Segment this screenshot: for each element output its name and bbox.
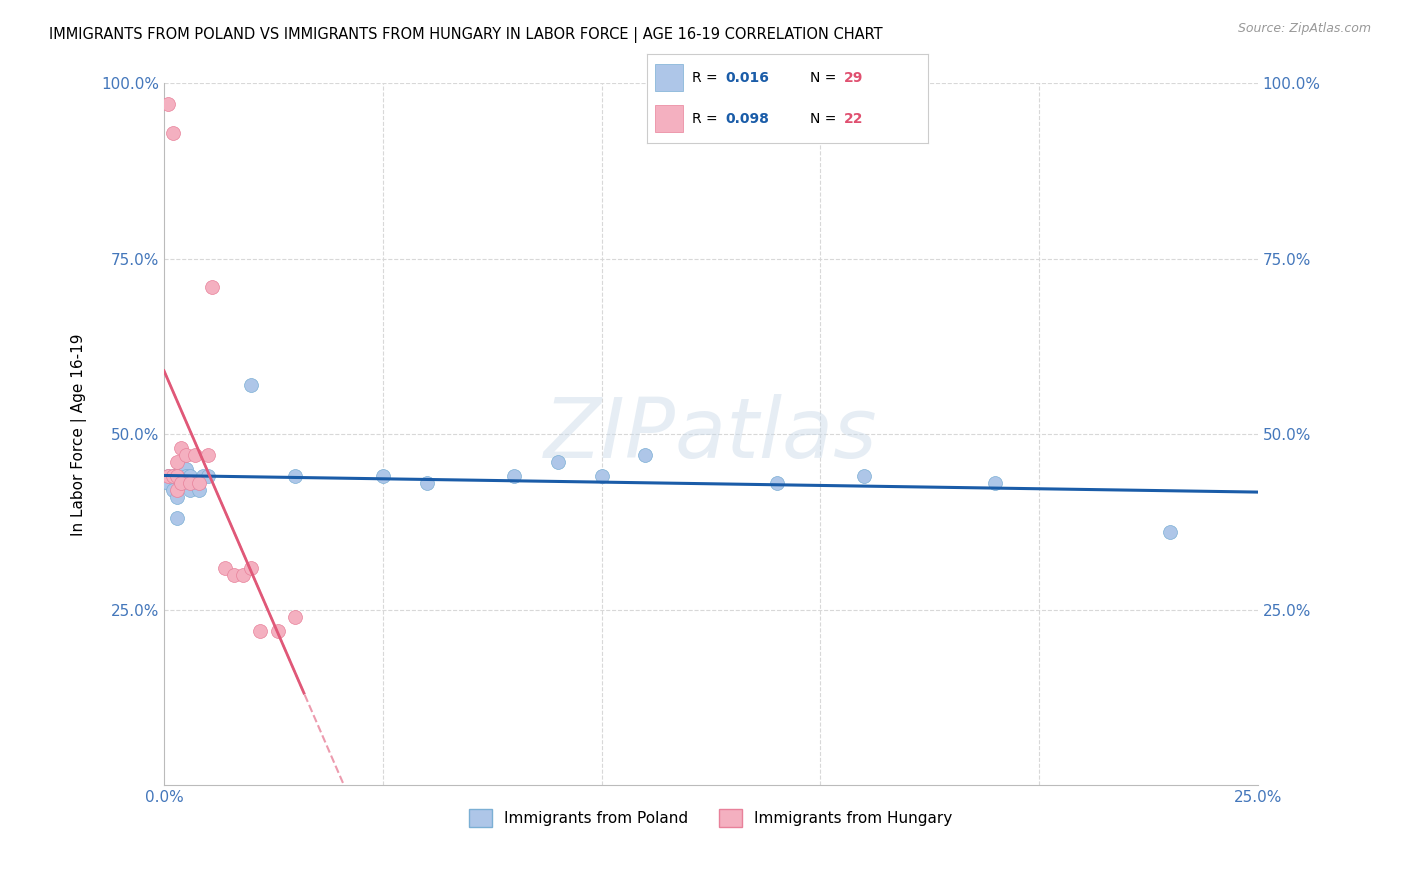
Point: [765, 476, 787, 491]
Point: [371, 469, 394, 483]
Point: [853, 469, 876, 483]
Point: [170, 442, 193, 456]
Point: [415, 476, 437, 491]
Point: [197, 448, 219, 462]
Point: [201, 280, 224, 294]
Point: [174, 448, 197, 462]
Point: [188, 476, 211, 491]
Point: [284, 609, 307, 624]
Point: [166, 483, 188, 498]
Point: [183, 476, 205, 491]
Point: [170, 462, 193, 476]
Point: [179, 483, 201, 498]
Point: [240, 378, 263, 392]
Point: [179, 469, 201, 483]
Point: [179, 476, 201, 491]
Text: R =: R =: [692, 112, 721, 126]
Point: [1159, 525, 1181, 540]
Point: [503, 469, 526, 483]
Text: N =: N =: [810, 70, 841, 85]
Text: 0.016: 0.016: [725, 70, 769, 85]
Point: [166, 469, 188, 483]
Point: [174, 462, 197, 476]
Text: 22: 22: [844, 112, 863, 126]
Text: 29: 29: [844, 70, 863, 85]
Point: [170, 476, 193, 491]
Text: R =: R =: [692, 70, 721, 85]
Point: [157, 97, 180, 112]
Point: [284, 469, 307, 483]
Point: [157, 469, 180, 483]
Point: [166, 491, 188, 505]
Point: [232, 567, 254, 582]
Point: [166, 455, 188, 469]
Bar: [655, 105, 683, 132]
Point: [634, 448, 657, 462]
Point: [162, 469, 184, 483]
Point: [222, 567, 245, 582]
Point: [162, 126, 184, 140]
Point: [193, 469, 215, 483]
Point: [174, 469, 197, 483]
Point: [240, 560, 263, 574]
Point: [267, 624, 290, 638]
Y-axis label: In Labor Force | Age 16-19: In Labor Force | Age 16-19: [72, 333, 87, 535]
Point: [249, 624, 271, 638]
Point: [591, 469, 613, 483]
Point: [166, 511, 188, 525]
Point: [547, 455, 569, 469]
Bar: [655, 64, 683, 91]
Point: [162, 483, 184, 498]
Point: [166, 469, 188, 483]
Point: [157, 476, 180, 491]
Text: Source: ZipAtlas.com: Source: ZipAtlas.com: [1237, 22, 1371, 36]
Legend: Immigrants from Poland, Immigrants from Hungary: Immigrants from Poland, Immigrants from …: [463, 803, 959, 834]
Text: 0.098: 0.098: [725, 112, 769, 126]
Point: [214, 560, 236, 574]
Text: ZIPatlas: ZIPatlas: [544, 393, 877, 475]
Text: N =: N =: [810, 112, 841, 126]
Point: [157, 469, 180, 483]
Point: [162, 469, 184, 483]
Point: [984, 476, 1007, 491]
Text: IMMIGRANTS FROM POLAND VS IMMIGRANTS FROM HUNGARY IN LABOR FORCE | AGE 16-19 COR: IMMIGRANTS FROM POLAND VS IMMIGRANTS FRO…: [49, 27, 883, 43]
Point: [188, 483, 211, 498]
Point: [197, 469, 219, 483]
Point: [183, 448, 205, 462]
Point: [170, 476, 193, 491]
